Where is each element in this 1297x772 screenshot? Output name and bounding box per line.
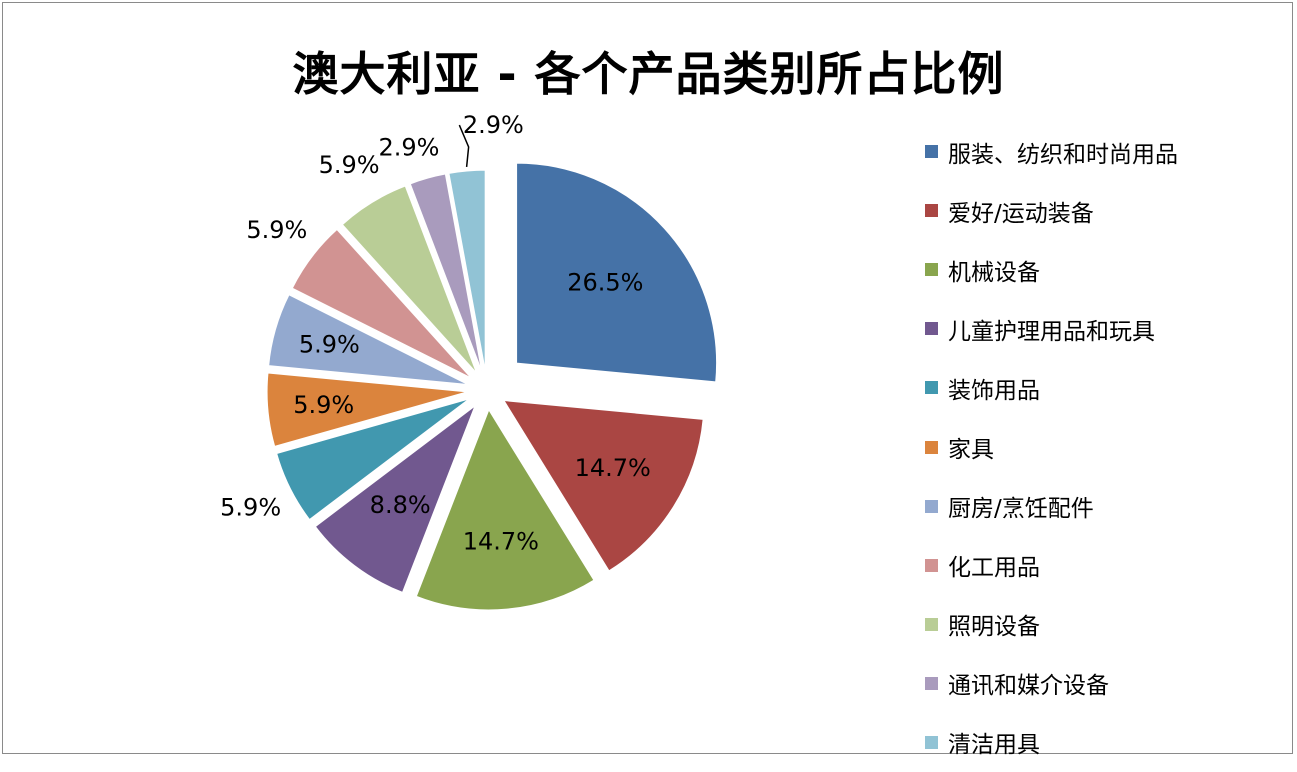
data-label: 5.9%: [293, 391, 354, 419]
pie-slice: [415, 408, 595, 611]
legend-label: 清洁用具: [948, 732, 1040, 759]
legend-label: 机械设备: [948, 259, 1040, 286]
pie-slice: [503, 399, 704, 572]
legend-label: 装饰用品: [948, 377, 1040, 404]
legend-label: 家具: [948, 437, 994, 464]
legend-swatch: [925, 499, 938, 513]
data-label: 26.5%: [567, 268, 643, 296]
legend-item: 儿童护理用品和玩具: [925, 299, 1285, 358]
pie-slice: [291, 228, 472, 379]
data-label: 14.7%: [463, 527, 539, 555]
data-label: 5.9%: [299, 331, 360, 359]
data-label: 5.9%: [246, 216, 307, 244]
pie-slice: [516, 162, 718, 383]
pie-slice: [276, 398, 470, 521]
legend-swatch: [925, 322, 938, 336]
data-label: 2.9%: [378, 133, 439, 161]
legend-swatch: [925, 617, 938, 631]
legend-label: 照明设备: [948, 614, 1040, 641]
pie-slice: [448, 169, 486, 371]
legend-item: 机械设备: [925, 240, 1285, 299]
legend-swatch: [925, 735, 938, 749]
legend-item: 服装、纺织和时尚用品: [925, 122, 1285, 181]
leader-line: [458, 124, 470, 168]
legend-item: 家具: [925, 417, 1285, 476]
legend-label: 通讯和媒介设备: [948, 673, 1109, 700]
legend-label: 厨房/烹饪配件: [948, 496, 1094, 523]
pie-slice: [341, 185, 478, 374]
legend-swatch: [925, 145, 938, 159]
data-label: 5.9%: [220, 494, 281, 522]
legend-item: 通讯和媒介设备: [925, 654, 1285, 713]
legend-label: 服装、纺织和时尚用品: [948, 141, 1178, 168]
legend-item: 清洁用具: [925, 713, 1285, 772]
legend-label: 化工用品: [948, 555, 1040, 582]
legend-item: 照明设备: [925, 595, 1285, 654]
data-label: 5.9%: [319, 151, 380, 179]
chart-frame: [2, 2, 1293, 754]
legend-swatch: [925, 440, 938, 454]
legend-swatch: [925, 263, 938, 277]
pie-slice: [268, 294, 469, 385]
chart-title: 澳大利亚 - 各个产品类别所占比例: [292, 47, 1005, 101]
legend-swatch: [925, 676, 938, 690]
data-label: 8.8%: [370, 491, 431, 519]
data-label: 2.9%: [463, 111, 524, 139]
pie-slice: [266, 372, 468, 448]
legend-label: 儿童护理用品和玩具: [948, 318, 1155, 345]
legend-swatch: [925, 204, 938, 218]
pie-slice: [409, 173, 483, 371]
legend-item: 化工用品: [925, 536, 1285, 595]
chart-legend: 服装、纺织和时尚用品 爱好/运动装备 机械设备儿童护理用品和玩具 装饰用品家具厨房/烹…: [925, 122, 1285, 772]
data-label: 14.7%: [575, 454, 651, 482]
legend-swatch: [925, 381, 938, 395]
legend-item: 厨房/烹饪配件: [925, 477, 1285, 536]
legend-swatch: [925, 558, 938, 572]
legend-item: 装饰用品: [925, 358, 1285, 417]
legend-item: 爱好/运动装备: [925, 181, 1285, 240]
pie-slice: [314, 404, 477, 594]
legend-label: 爱好/运动装备: [948, 200, 1094, 227]
